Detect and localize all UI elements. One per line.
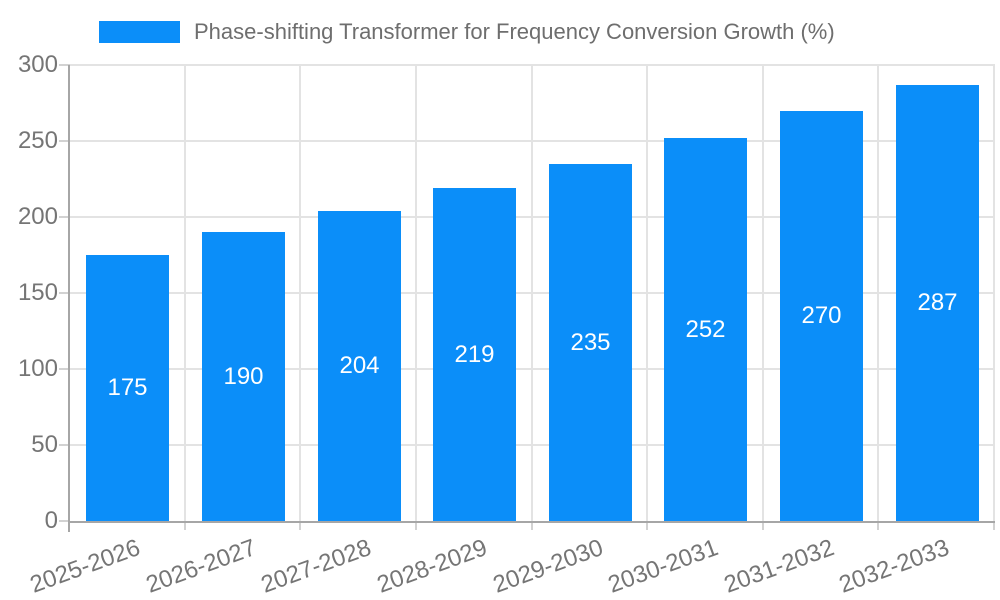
x-tick-label: 2029-2030 <box>489 534 607 599</box>
vertical-gridline <box>762 65 764 521</box>
vertical-gridline <box>646 65 648 521</box>
x-tick-label: 2031-2032 <box>720 534 838 599</box>
x-axis-tick <box>993 521 995 530</box>
vertical-gridline <box>299 65 301 521</box>
y-tick-label: 200 <box>17 203 58 230</box>
y-axis-tick <box>59 292 70 294</box>
y-tick-label: 300 <box>17 51 58 78</box>
bar-2025-2026[interactable]: 175 <box>86 255 169 521</box>
plot-area: 175 190 204 219 235 252 270 287 <box>59 64 995 530</box>
x-tick-label: 2028-2029 <box>373 534 491 599</box>
bar-value-label: 287 <box>917 289 958 316</box>
x-tick-label: 2026-2027 <box>142 534 260 599</box>
x-tick-label: 2032-2033 <box>835 534 954 599</box>
bar-2028-2029[interactable]: 219 <box>433 188 516 521</box>
y-axis-tick <box>59 444 70 446</box>
x-axis-tick <box>415 521 417 530</box>
bar-value-label: 190 <box>223 362 264 390</box>
bar-value-label: 252 <box>685 315 726 343</box>
bar-2031-2032[interactable]: 270 <box>780 111 863 521</box>
x-axis-line <box>68 521 995 523</box>
y-axis-tick <box>59 64 70 66</box>
bar-2032-2033[interactable]: 287 <box>896 85 979 521</box>
bar-2026-2027[interactable]: 190 <box>202 232 285 521</box>
y-tick-label: 50 <box>31 431 58 458</box>
bar-value-label: 270 <box>801 302 842 329</box>
y-axis-line <box>68 65 70 532</box>
bar-value-label: 175 <box>107 374 148 401</box>
legend-item[interactable]: Phase-shifting Transformer for Frequency… <box>99 18 835 46</box>
vertical-gridline <box>531 65 533 521</box>
vertical-gridline <box>415 65 417 521</box>
bar-value-label: 219 <box>454 340 495 368</box>
x-axis-tick <box>299 521 301 530</box>
bar-2030-2031[interactable]: 252 <box>664 138 747 521</box>
y-tick-label: 0 <box>44 507 58 534</box>
vertical-gridline <box>877 65 879 521</box>
bar-value-label: 204 <box>339 352 380 379</box>
x-axis-tick <box>762 521 764 530</box>
bar-2029-2030[interactable]: 235 <box>549 164 632 521</box>
y-tick-label: 100 <box>17 355 58 382</box>
vertical-gridline <box>184 65 186 521</box>
x-axis-tick <box>531 521 533 530</box>
vertical-gridline <box>993 65 995 521</box>
y-axis-tick <box>59 216 70 218</box>
x-axis-tick <box>184 521 186 530</box>
x-tick-label: 2030-2031 <box>604 534 722 599</box>
bar-2027-2028[interactable]: 204 <box>318 211 401 521</box>
y-tick-label: 150 <box>17 279 58 306</box>
y-tick-label: 250 <box>17 127 58 154</box>
bar-value-label: 235 <box>570 328 611 356</box>
x-tick-label: 2025-2026 <box>26 534 144 599</box>
x-axis-tick <box>646 521 648 530</box>
x-axis-tick <box>877 521 879 530</box>
y-axis-tick <box>59 520 70 522</box>
chart-title: Phase-shifting Transformer for Frequency… <box>194 19 835 44</box>
legend-color-swatch <box>99 21 180 43</box>
y-axis-tick <box>59 140 70 142</box>
x-tick-label: 2027-2028 <box>257 534 375 599</box>
y-axis-tick <box>59 368 70 370</box>
